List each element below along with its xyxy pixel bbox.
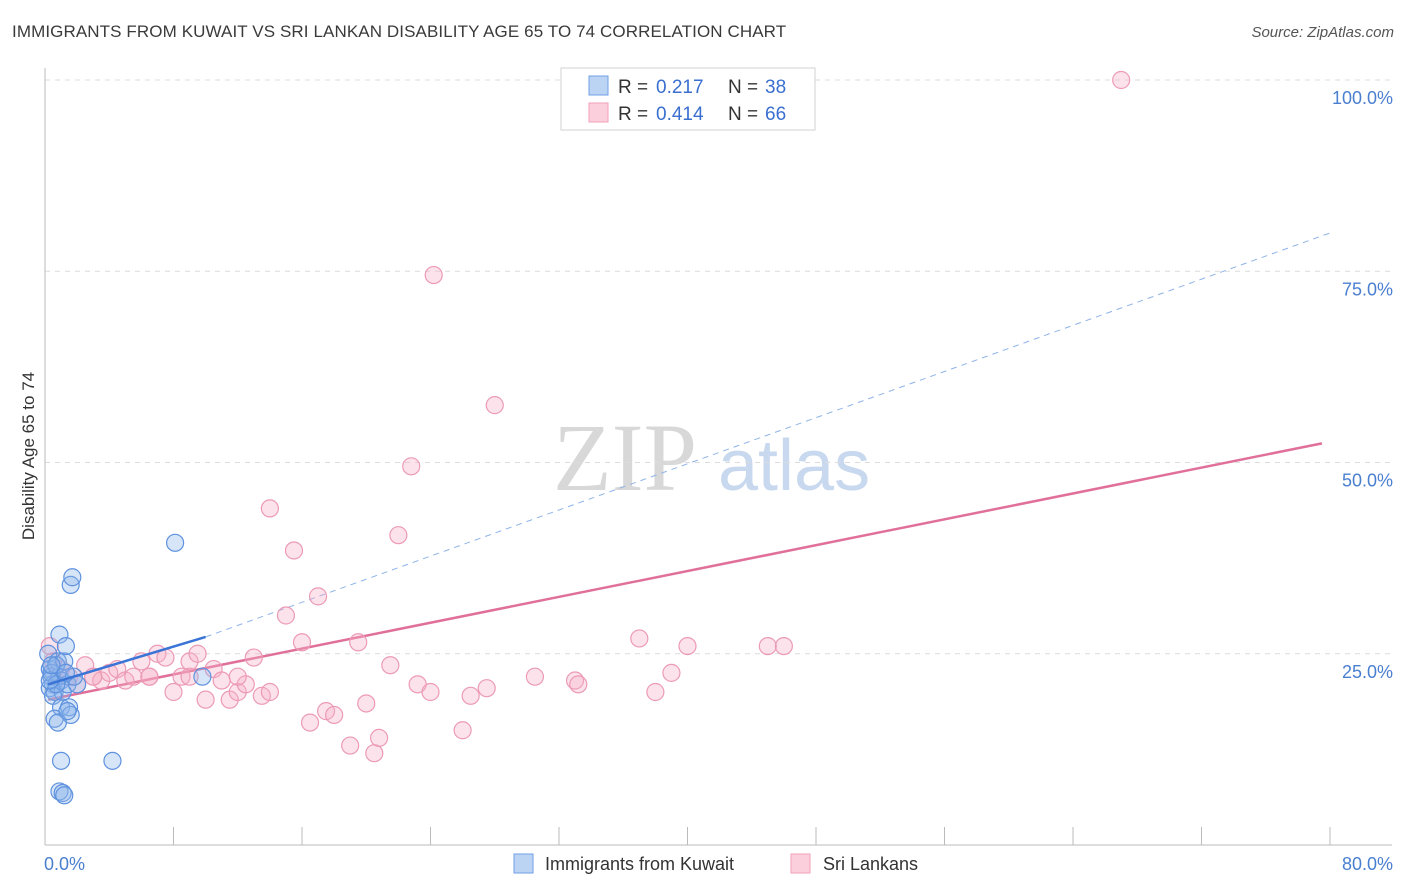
watermark-atlas: atlas <box>718 426 870 506</box>
y-tick-label-1: 50.0% <box>1342 471 1393 491</box>
point-srilankans-28 <box>260 682 279 702</box>
point-srilankans-45 <box>421 682 440 702</box>
point-srilankans-19 <box>188 644 207 663</box>
point-srilankans-51 <box>525 667 545 686</box>
point-srilankans-38 <box>357 694 376 713</box>
point-kuwait-28 <box>55 786 74 805</box>
point-srilankans-30 <box>284 541 304 560</box>
point-srilankans-37 <box>349 633 368 652</box>
point-srilankans-26 <box>244 648 263 667</box>
axes <box>44 68 1392 846</box>
point-srilankans-63 <box>180 667 199 686</box>
bottom-legend-label-kuwait: Immigrants from Kuwait <box>545 854 734 874</box>
point-srilankans-58 <box>758 636 777 656</box>
point-kuwait-13 <box>50 625 69 644</box>
gridlines <box>45 79 1392 655</box>
point-srilankans-60 <box>1112 70 1131 90</box>
point-srilankans-33 <box>308 587 328 606</box>
bottom-legend: Immigrants from Kuwait Sri Lankans <box>513 853 918 874</box>
point-srilankans-32 <box>300 713 320 732</box>
point-srilankans-11 <box>124 667 143 686</box>
point-srilankans-29 <box>276 606 296 625</box>
legend-n-label-1: N = <box>728 104 758 125</box>
point-srilankans-48 <box>461 686 480 705</box>
point-srilankans-59 <box>774 636 793 656</box>
x-tick-label-1: 80.0% <box>1342 854 1393 874</box>
legend-r-value-1: 0.414 <box>656 104 704 125</box>
bottom-legend-swatch-kuwait <box>513 853 534 874</box>
y-tick-label-2: 75.0% <box>1342 279 1393 299</box>
point-srilankans-57 <box>678 636 697 656</box>
point-kuwait-24 <box>63 568 82 587</box>
point-srilankans-53 <box>569 675 588 694</box>
bottom-legend-label-srilanka: Sri Lankans <box>823 854 918 874</box>
point-srilankans-16 <box>164 682 183 702</box>
point-srilankans-46 <box>424 265 443 285</box>
point-srilankans-47 <box>453 721 472 740</box>
legend-r-label-0: R = <box>618 77 648 98</box>
point-kuwait-23 <box>61 575 80 595</box>
point-srilankans-40 <box>370 728 389 748</box>
legend-swatch-srilanka <box>588 102 609 123</box>
source-label: Source: ZipAtlas.com <box>1251 24 1394 41</box>
point-kuwait-22 <box>58 702 77 721</box>
y-tick-label-3: 100.0% <box>1332 88 1393 108</box>
watermark-zip: ZIP <box>553 404 697 511</box>
point-srilankans-39 <box>365 744 384 763</box>
data-points <box>39 70 1131 805</box>
point-kuwait-34 <box>103 751 122 770</box>
legend-swatch-kuwait <box>588 75 609 96</box>
point-srilankans-31 <box>292 633 312 652</box>
point-kuwait-25 <box>51 751 71 770</box>
point-srilankans-49 <box>477 679 496 698</box>
point-kuwait-35 <box>166 533 185 552</box>
trendline-kuwait <box>47 635 206 686</box>
y-tick-label-0: 25.0% <box>1342 662 1393 682</box>
legend-n-value-1: 66 <box>765 104 786 125</box>
legend-n-value-0: 38 <box>765 77 786 98</box>
point-srilankans-65 <box>260 499 279 518</box>
watermark: ZIP atlas <box>553 404 870 511</box>
point-srilankans-41 <box>381 656 400 675</box>
y-tick-labels: 25.0% 50.0% 75.0% 100.0% <box>1332 88 1393 682</box>
point-srilankans-42 <box>389 526 408 545</box>
point-srilankans-50 <box>485 396 504 415</box>
legend: R = 0.217 N = 38 R = 0.414 N = 66 <box>560 67 816 131</box>
point-srilankans-55 <box>646 682 665 702</box>
trendline-srilankans <box>47 442 1323 701</box>
legend-n-label-0: N = <box>728 77 758 98</box>
y-axis-label: Disability Age 65 to 74 <box>19 372 38 540</box>
point-srilankans-54 <box>630 629 649 648</box>
point-srilankans-62 <box>140 667 159 686</box>
trendlines <box>47 232 1331 701</box>
x-tick-labels: 0.0% 80.0% <box>44 854 1393 874</box>
point-kuwait-15 <box>56 636 75 656</box>
point-kuwait-32 <box>40 671 59 690</box>
point-srilankans-43 <box>402 457 421 476</box>
point-kuwait-36 <box>193 667 212 686</box>
point-kuwait-37 <box>42 656 61 675</box>
trendline-kuwait-extended <box>205 232 1331 638</box>
legend-r-label-1: R = <box>618 104 648 125</box>
chart-title: IMMIGRANTS FROM KUWAIT VS SRI LANKAN DIS… <box>12 22 787 41</box>
point-srilankans-36 <box>341 736 360 755</box>
legend-r-value-0: 0.217 <box>656 77 704 98</box>
point-srilankans-64 <box>228 667 247 686</box>
point-srilankans-22 <box>212 671 231 690</box>
x-tick-label-0: 0.0% <box>44 854 85 874</box>
point-srilankans-56 <box>662 663 681 682</box>
bottom-legend-swatch-srilanka <box>790 853 811 874</box>
point-srilankans-20 <box>196 690 215 709</box>
point-srilankans-35 <box>325 705 344 725</box>
